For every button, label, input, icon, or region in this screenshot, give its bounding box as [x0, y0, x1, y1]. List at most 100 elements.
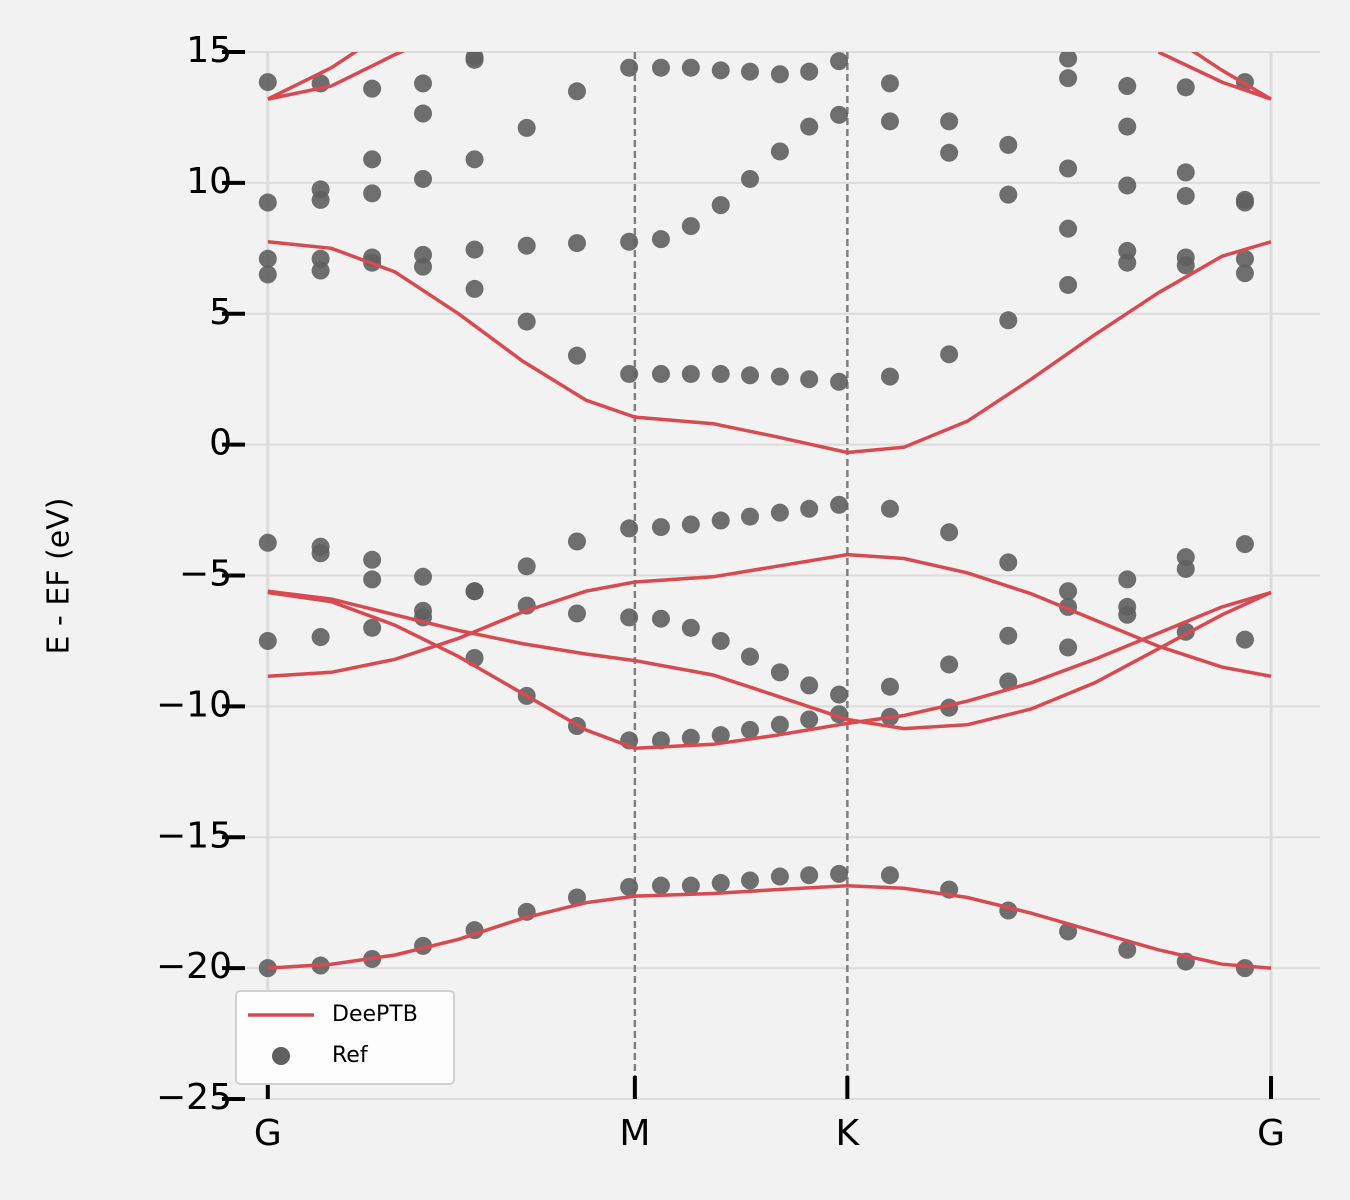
y-tick-label: −10	[156, 684, 232, 725]
ref-point	[465, 150, 484, 169]
ref-point	[1059, 219, 1078, 238]
ref-point	[800, 117, 819, 136]
ref-point	[770, 367, 789, 386]
ref-point	[770, 142, 789, 161]
ref-point	[711, 511, 730, 530]
ref-point	[940, 112, 959, 131]
ref-point	[741, 647, 760, 666]
ref-point	[1059, 582, 1078, 601]
ref-point	[1235, 959, 1254, 978]
ref-point	[567, 888, 586, 907]
ref-point	[999, 185, 1018, 204]
ref-point	[465, 52, 484, 69]
ref-point	[1235, 249, 1254, 268]
legend-label: Ref	[332, 1043, 369, 1068]
ref-point	[681, 728, 700, 747]
ref-point	[258, 265, 277, 284]
ref-point	[770, 715, 789, 734]
ref-point	[830, 864, 849, 883]
ref-point	[414, 104, 433, 123]
ref-point	[363, 570, 382, 589]
y-tick-label: −5	[179, 554, 232, 595]
ref-point	[940, 345, 959, 364]
ref-point	[741, 720, 760, 739]
ref-point	[940, 523, 959, 542]
ref-point	[681, 217, 700, 236]
ref-point	[711, 726, 730, 745]
x-tick-label: G	[1257, 1113, 1285, 1154]
ref-point	[800, 62, 819, 81]
ref-point	[1059, 275, 1078, 294]
ref-point	[1176, 78, 1195, 97]
ref-point	[681, 515, 700, 534]
ref-point	[940, 143, 959, 162]
ref-point	[258, 249, 277, 268]
ref-point	[363, 550, 382, 569]
ref-point	[770, 867, 789, 886]
band-line	[267, 552, 1272, 679]
ref-point	[711, 196, 730, 215]
ref-point	[880, 866, 899, 885]
ref-point	[711, 874, 730, 893]
ref-point	[999, 672, 1018, 691]
ref-point	[800, 499, 819, 518]
ref-point	[465, 582, 484, 601]
y-tick-label: 10	[186, 161, 232, 202]
ref-point	[517, 557, 536, 576]
ref-point	[414, 74, 433, 93]
ref-point	[800, 710, 819, 729]
ref-point	[1118, 605, 1137, 624]
ref-point	[1059, 69, 1078, 88]
ref-point	[1176, 163, 1195, 182]
ref-point	[1059, 638, 1078, 657]
ref-point	[311, 544, 330, 563]
ref-point	[1235, 630, 1254, 649]
ref-point	[1235, 535, 1254, 554]
ref-point	[620, 608, 639, 627]
y-tick-label: −25	[156, 1077, 232, 1118]
ref-point	[711, 61, 730, 80]
ref-point	[651, 230, 670, 249]
ref-point	[363, 150, 382, 169]
ref-point	[311, 190, 330, 209]
x-tick-label: K	[836, 1113, 861, 1154]
band-line	[267, 589, 1272, 731]
ref-point	[741, 169, 760, 188]
ref-point	[567, 82, 586, 101]
ref-point	[567, 234, 586, 253]
ref-point	[741, 366, 760, 385]
ref-point	[800, 676, 819, 695]
ref-point	[800, 866, 819, 885]
ref-point	[800, 370, 819, 389]
ref-point	[1235, 193, 1254, 212]
ref-point	[1176, 256, 1195, 275]
band-line	[267, 52, 1272, 101]
ref-point	[1118, 570, 1137, 589]
ref-point	[517, 236, 536, 255]
ref-point	[567, 532, 586, 551]
ref-point	[414, 257, 433, 276]
ref-point	[711, 631, 730, 650]
ref-point	[517, 312, 536, 331]
ref-point	[880, 112, 899, 131]
band-line	[267, 240, 1272, 455]
ref-point	[681, 876, 700, 895]
ref-point	[1059, 159, 1078, 178]
ref-point	[1118, 253, 1137, 272]
y-tick-label: 15	[186, 30, 232, 71]
ref-point	[770, 663, 789, 682]
ref-point	[363, 79, 382, 98]
band-line	[267, 52, 1272, 101]
ref-point	[651, 518, 670, 537]
ref-point	[880, 677, 899, 696]
ref-point	[258, 73, 277, 92]
ref-point	[1176, 559, 1195, 578]
ref-point	[880, 74, 899, 93]
ref-point	[880, 499, 899, 518]
ref-point	[1118, 77, 1137, 96]
ref-point	[465, 240, 484, 259]
ref-point	[999, 135, 1018, 154]
ref-point	[567, 604, 586, 623]
ref-point	[770, 503, 789, 522]
